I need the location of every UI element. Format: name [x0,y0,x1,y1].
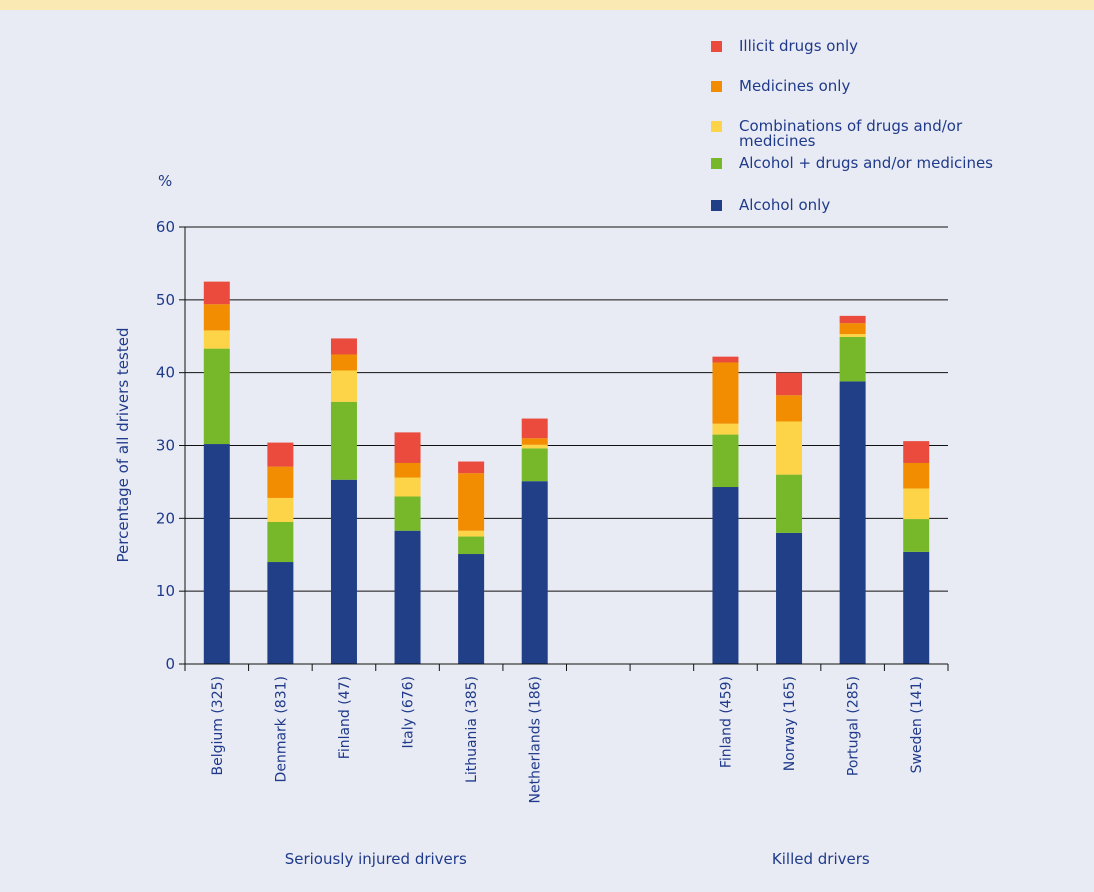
bar-8-series-1 [712,434,739,488]
bar-2-series-2 [330,370,357,402]
x-category-label-2: Finland (47) [337,676,353,759]
x-category-label-10: Portugal (285) [846,676,862,776]
bar-8-series-2 [712,423,739,435]
bar-4-series-3 [458,473,485,531]
bar-3-series-3 [394,462,421,478]
legend-swatch-2 [711,121,722,132]
bar-5-series-3 [521,438,548,445]
bar-11-series-1 [903,519,930,552]
legend-label-2: Combinations of drugs and/or medicines [739,117,963,150]
bar-11-series-4 [903,441,930,463]
top-accent-band [0,0,1094,10]
bar-4-series-1 [458,536,485,555]
bar-8-series-0 [712,487,739,664]
bars [203,281,930,664]
bar-11-series-2 [903,488,930,520]
bar-1-series-3 [267,466,294,498]
legend-label-1: Medicines only [739,77,850,95]
legend-label-3: Alcohol + drugs and/or medicines [739,154,993,172]
x-category-label-9: Norway (165) [782,676,798,771]
bar-0-series-0 [203,444,230,664]
bar-1-series-1 [267,521,294,563]
y-tick-label-20: 20 [156,509,175,527]
bar-5-series-2 [521,444,548,449]
legend: Illicit drugs only Medicines only Combinat… [711,37,993,214]
bar-0-series-3 [203,304,230,331]
group-label-1: Killed drivers [772,850,870,868]
x-category-label-5: Netherlands (186) [528,676,544,803]
gridlines [185,226,948,592]
bar-9-series-4 [776,372,803,396]
legend-swatch-3 [711,158,722,169]
bar-9-series-1 [776,474,803,533]
bar-2-series-1 [330,401,357,480]
bar-4-series-0 [458,554,485,664]
bar-4-series-2 [458,530,485,537]
x-category-label-4: Lithuania (385) [464,676,480,783]
group-labels: Seriously injured drivers Killed drivers [285,850,870,868]
bar-11-series-3 [903,462,930,489]
bar-2-series-0 [330,479,357,664]
bar-3-series-2 [394,477,421,497]
y-tick-label-10: 10 [156,582,175,600]
legend-label-4: Alcohol only [739,196,830,214]
legend-swatch-4 [711,200,722,211]
bar-10-series-1 [839,336,866,382]
bar-0-series-2 [203,330,230,349]
y-tick-labels: 0 10 20 30 40 50 60 [156,218,185,673]
bar-10-series-2 [839,334,866,337]
y-tick-label-60: 60 [156,218,175,236]
bar-3-series-0 [394,530,421,664]
bar-4-series-4 [458,461,485,474]
legend-label-0: Illicit drugs only [739,37,858,55]
axes [184,227,949,671]
bar-0-series-4 [203,281,230,305]
bar-1-series-2 [267,497,294,522]
y-axis-title: Percentage of all drivers tested [114,328,132,563]
x-category-label-11: Sweden (141) [909,676,925,773]
legend-swatch-0 [711,41,722,52]
bar-10-series-3 [839,323,866,335]
bar-9-series-0 [776,532,803,664]
x-category-label-3: Italy (676) [401,676,417,748]
bar-5-series-0 [521,481,548,664]
y-unit-label: % [158,172,172,190]
x-category-label-8: Finland (459) [718,676,734,768]
group-label-0: Seriously injured drivers [285,850,467,868]
bar-3-series-4 [394,432,421,463]
y-tick-label-30: 30 [156,437,175,455]
bar-1-series-4 [267,442,294,467]
bar-11-series-0 [903,551,930,664]
bar-5-series-1 [521,448,548,482]
y-tick-label-0: 0 [165,655,175,673]
legend-swatch-1 [711,81,722,92]
bar-10-series-0 [839,381,866,664]
bar-8-series-4 [712,356,739,363]
bar-9-series-2 [776,421,803,475]
bar-9-series-3 [776,395,803,422]
bar-2-series-3 [330,354,357,371]
x-category-label-1: Denmark (831) [273,676,289,782]
bar-2-series-4 [330,338,357,355]
x-category-labels: Belgium (325) Denmark (831) Finland (47) It… [210,676,925,803]
y-tick-label-40: 40 [156,364,175,382]
bar-10-series-4 [839,315,866,324]
bar-5-series-4 [521,418,548,439]
bar-1-series-0 [267,562,294,664]
bar-0-series-1 [203,348,230,445]
bar-8-series-3 [712,362,739,424]
y-tick-label-50: 50 [156,291,175,309]
x-category-label-0: Belgium (325) [210,676,226,776]
bar-3-series-1 [394,496,421,531]
